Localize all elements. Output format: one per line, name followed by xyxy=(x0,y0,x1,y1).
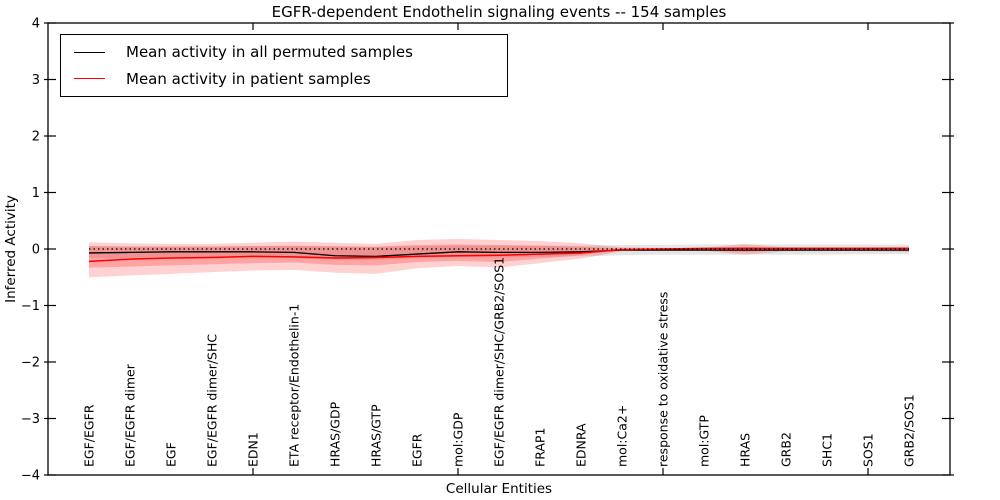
band-patient-inner xyxy=(89,244,909,268)
legend-item-permuted: Mean activity in all permuted samples xyxy=(74,39,507,66)
x-category-label: mol:GTP xyxy=(697,415,712,467)
x-category-label: SHC1 xyxy=(820,433,835,467)
x-category-label: EGFR xyxy=(410,433,425,467)
y-tick-label: 3 xyxy=(32,73,40,88)
legend-line-sample-black-icon xyxy=(74,51,105,53)
x-category-label: HRAS/GDP xyxy=(328,401,343,467)
legend-item-patient: Mean activity in patient samples xyxy=(74,66,507,93)
y-tick-label: 2 xyxy=(32,130,40,145)
x-category-label: EGF xyxy=(164,442,179,467)
y-tick-label: 1 xyxy=(32,186,40,201)
x-category-label: EGF/EGFR xyxy=(82,404,97,467)
x-category-label: SOS1 xyxy=(861,433,876,467)
x-category-label: mol:GDP xyxy=(451,412,466,467)
x-category-label: EDNRA xyxy=(574,423,589,467)
y-tick-label: −1 xyxy=(21,299,40,314)
x-category-label: GRB2/SOS1 xyxy=(902,394,917,467)
y-tick-label: 4 xyxy=(32,17,40,32)
y-tick-label: 0 xyxy=(32,243,40,258)
x-category-label: EGF/EGFR dimer/SHC/GRB2/SOS1 xyxy=(492,257,507,467)
x-category-label: mol:Ca2+ xyxy=(615,405,630,467)
legend: Mean activity in all permuted samples Me… xyxy=(60,34,508,97)
x-category-label: GRB2 xyxy=(779,432,794,467)
y-tick-label: −3 xyxy=(21,412,40,427)
x-category-label: HRAS/GTP xyxy=(369,404,384,467)
legend-label-patient: Mean activity in patient samples xyxy=(126,69,371,88)
chart-title: EGFR-dependent Endothelin signaling even… xyxy=(271,3,727,21)
x-category-label: ETA receptor/Endothelin-1 xyxy=(287,304,302,467)
x-category-label: FRAP1 xyxy=(533,428,548,467)
x-category-label: EDN1 xyxy=(246,432,261,467)
series-line-patient xyxy=(88,247,909,263)
x-category-label: EGF/EGFR dimer xyxy=(123,363,138,467)
x-category-label: HRAS xyxy=(738,433,753,467)
x-axis-label: Cellular Entities xyxy=(445,481,553,497)
x-category-label: response to oxidative stress xyxy=(656,292,671,467)
y-tick-label: −2 xyxy=(21,356,40,371)
x-category-label: EGF/EGFR dimer/SHC xyxy=(205,334,220,467)
legend-line-sample-red-icon xyxy=(74,78,105,80)
y-tick-label: −4 xyxy=(21,469,40,484)
legend-label-permuted: Mean activity in all permuted samples xyxy=(126,43,413,62)
y-axis-label: Inferred Activity xyxy=(3,195,19,303)
series-line-permuted xyxy=(88,249,909,257)
